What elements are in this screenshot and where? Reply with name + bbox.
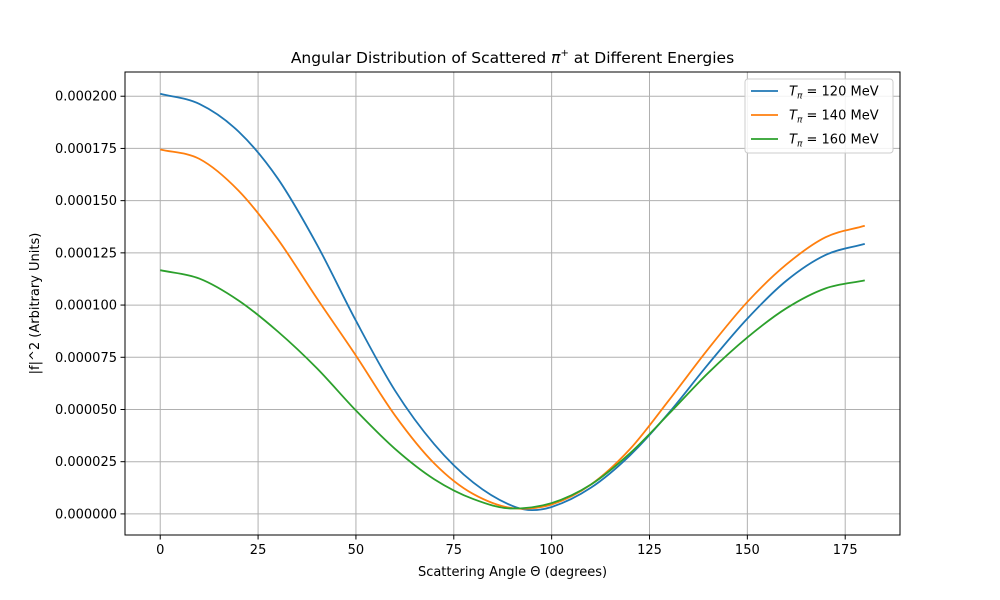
series-line-160-mev: [160, 269, 865, 510]
legend-entry-140-mev: Tπ = 140 MeV: [751, 109, 879, 126]
x-tick-label: 100: [539, 543, 564, 558]
x-tick-label: 75: [446, 543, 463, 558]
plot-series: [160, 92, 866, 512]
y-tick-label: 0.000075: [55, 351, 117, 366]
y-tick-label: 0.000175: [55, 142, 117, 157]
y-tick-label: 0.000125: [55, 246, 117, 261]
grid: [125, 72, 900, 535]
y-tick-label: 0.000025: [55, 455, 117, 470]
y-tick-label: 0.000200: [55, 90, 117, 105]
x-axis-label: Scattering Angle Θ (degrees): [418, 565, 607, 580]
legend-entry-120-mev: Tπ = 120 MeV: [751, 85, 879, 102]
y-tick-label: 0.000000: [55, 507, 117, 522]
chart-title: Angular Distribution of Scattered π+ at …: [291, 48, 734, 67]
legend-label: Tπ = 120 MeV: [789, 85, 879, 102]
legend-label: Tπ = 160 MeV: [789, 133, 879, 150]
plot-frame: [124, 71, 901, 536]
legend: Tπ = 120 MeV Tπ = 140 MeV Tπ = 160 MeV: [744, 78, 894, 154]
x-tick-label: 25: [250, 543, 267, 558]
x-tick-label: 50: [348, 543, 365, 558]
series-line-120-mev: [160, 92, 866, 512]
legend-box: [744, 78, 894, 154]
y-axis-label: |f|^2 (Arbitrary Units): [28, 233, 43, 375]
x-tick-label: 175: [833, 543, 858, 558]
y-tick-label: 0.000150: [55, 194, 117, 209]
y-tick-label: 0.000100: [55, 299, 117, 314]
y-tick-label: 0.000050: [55, 403, 117, 418]
axis-ticks: 0 25 50 75 100 125 150 175 0.000000 0.000025 0.000…: [55, 90, 858, 558]
x-tick-label: 150: [735, 543, 760, 558]
legend-entry-160-mev: Tπ = 160 MeV: [751, 133, 879, 150]
x-tick-label: 125: [637, 543, 662, 558]
x-tick-label: 0: [156, 543, 164, 558]
legend-label: Tπ = 140 MeV: [789, 109, 879, 126]
